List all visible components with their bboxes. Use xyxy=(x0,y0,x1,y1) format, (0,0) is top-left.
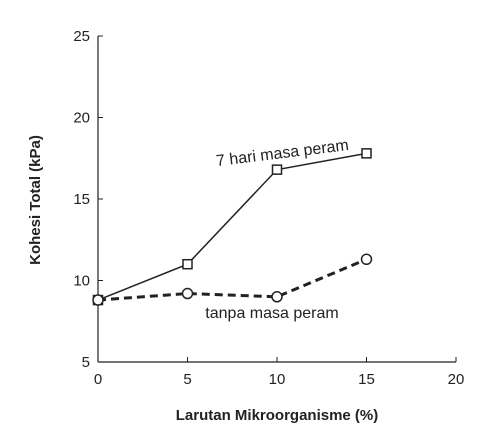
marker xyxy=(271,164,283,175)
x-axis-title: Larutan Mikroorganisme (%) xyxy=(176,407,379,424)
series-annotation: 7 hari masa peram xyxy=(215,137,349,170)
y-tick-label: 20 xyxy=(73,110,90,127)
marker xyxy=(181,287,194,300)
y-tick-label: 15 xyxy=(73,191,90,208)
marker xyxy=(182,258,193,270)
series-annotation: tanpa masa peram xyxy=(205,305,338,322)
y-tick-label: 5 xyxy=(82,354,90,371)
series-line xyxy=(97,257,368,302)
marker xyxy=(361,148,372,159)
y-tick-label: 25 xyxy=(73,28,90,45)
x-tick-label: 10 xyxy=(269,371,286,388)
marker xyxy=(360,253,373,266)
marker xyxy=(271,291,283,303)
y-axis-title: Kohesi Total (kPa) xyxy=(27,135,44,265)
marker xyxy=(92,294,104,306)
x-tick-label: 15 xyxy=(358,371,375,388)
x-tick-label: 0 xyxy=(94,371,102,388)
x-tick-label: 20 xyxy=(448,371,465,388)
y-tick-label: 10 xyxy=(73,273,90,290)
x-tick-label: 5 xyxy=(183,371,191,388)
series-line xyxy=(97,152,367,301)
